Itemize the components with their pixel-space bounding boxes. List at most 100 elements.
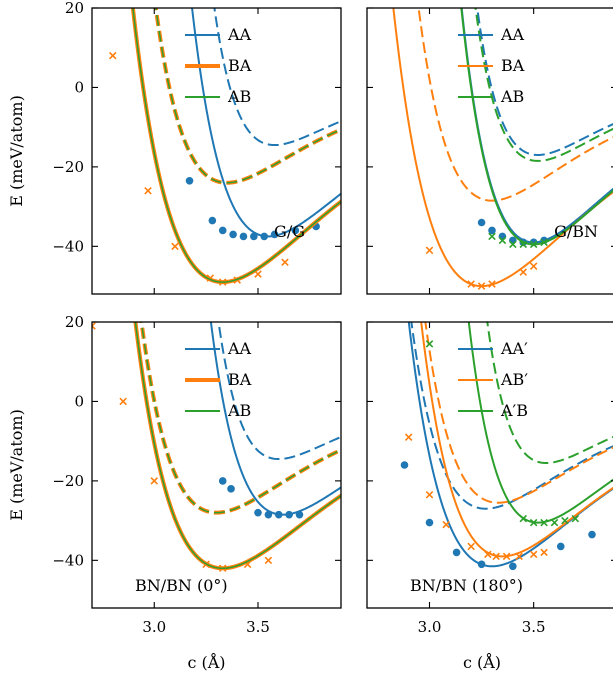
data-point bbox=[270, 230, 279, 239]
data-point bbox=[540, 548, 548, 557]
data-point bbox=[477, 560, 486, 569]
data-point bbox=[254, 508, 262, 517]
data-point bbox=[92, 322, 96, 330]
data-point bbox=[291, 226, 300, 235]
data-point bbox=[108, 51, 117, 60]
panel-3: 3.0 3.5 c (Å) AA′ AB′ A′B BN/BN (180°) bbox=[366, 321, 613, 672]
data-point bbox=[561, 516, 569, 525]
legend-label: AB bbox=[500, 87, 524, 106]
data-point bbox=[477, 282, 486, 290]
axes-frame bbox=[366, 321, 613, 609]
data-point bbox=[509, 240, 517, 249]
plot-area bbox=[392, 8, 613, 290]
data-point bbox=[425, 491, 434, 499]
data-point bbox=[467, 542, 475, 551]
axes-frame bbox=[91, 7, 342, 295]
data-point bbox=[488, 232, 496, 241]
y-tick-label: 0 bbox=[74, 78, 84, 96]
data-point bbox=[281, 258, 289, 266]
data-point bbox=[425, 518, 434, 527]
data-point bbox=[550, 518, 559, 527]
data-point bbox=[540, 238, 548, 247]
legend-label: AA′ bbox=[500, 339, 528, 358]
data-point bbox=[185, 176, 194, 185]
data-point bbox=[295, 510, 304, 519]
series-0-dashed-line bbox=[217, 322, 341, 461]
data-point bbox=[529, 518, 538, 527]
data-point bbox=[477, 218, 486, 227]
series-0-line bbox=[209, 322, 341, 516]
panel-label: G/G bbox=[274, 222, 305, 241]
data-point bbox=[502, 552, 511, 561]
data-point bbox=[571, 514, 580, 523]
data-point bbox=[425, 246, 434, 255]
data-point bbox=[119, 397, 127, 406]
data-point bbox=[492, 552, 500, 561]
series-2-line bbox=[132, 8, 341, 283]
data-point bbox=[264, 556, 273, 565]
legend-label: AB bbox=[227, 87, 251, 106]
axes-frame bbox=[91, 321, 342, 609]
data-point bbox=[208, 216, 217, 225]
data-point bbox=[488, 280, 496, 288]
series-2-dashed-line bbox=[140, 322, 341, 514]
series-1-line bbox=[130, 8, 341, 285]
legend-label: A′B bbox=[500, 401, 528, 420]
data-point bbox=[467, 280, 475, 288]
x-axis-label: c (Å) bbox=[463, 652, 501, 672]
legend-label: AB′ bbox=[500, 370, 528, 389]
data-point bbox=[285, 510, 293, 519]
legend-label: AB bbox=[227, 401, 251, 420]
data-point bbox=[519, 240, 528, 249]
data-point bbox=[519, 514, 528, 523]
series-2-line bbox=[134, 322, 341, 570]
data-point bbox=[519, 268, 528, 276]
data-point bbox=[498, 232, 507, 241]
data-point bbox=[540, 518, 548, 527]
data-point bbox=[150, 477, 159, 485]
data-point bbox=[509, 562, 517, 571]
series-1-dashed-line bbox=[417, 8, 613, 202]
series-2-line bbox=[460, 8, 613, 246]
data-point bbox=[556, 542, 565, 551]
x-tick-label: 3.0 bbox=[142, 618, 166, 636]
data-point bbox=[239, 232, 248, 241]
plot-area bbox=[108, 8, 341, 286]
data-point bbox=[250, 232, 258, 241]
series-0-line bbox=[191, 8, 341, 238]
y-tick-label: −20 bbox=[52, 158, 84, 176]
x-tick-label: 3.5 bbox=[246, 618, 270, 636]
legend-label: BA bbox=[501, 56, 525, 75]
legend-label: AA bbox=[500, 25, 525, 44]
data-point bbox=[529, 262, 538, 270]
series-2-line bbox=[467, 322, 613, 524]
series-0-dashed-line bbox=[410, 322, 613, 510]
data-point bbox=[515, 552, 523, 561]
data-point bbox=[227, 485, 235, 493]
x-tick-label: 3.5 bbox=[522, 618, 546, 636]
series-0-dashed-line bbox=[213, 8, 341, 147]
y-tick-label: −40 bbox=[52, 237, 84, 255]
legend-label: AA bbox=[227, 339, 252, 358]
panel-2: 3.0 3.5 20 0 −20 −40 E (meV/atom) c (Å) AA BA AB BN… bbox=[7, 313, 342, 672]
data-point bbox=[171, 242, 179, 251]
data-point bbox=[442, 520, 450, 529]
axes-frame bbox=[366, 7, 613, 295]
y-tick-label: 20 bbox=[65, 0, 84, 17]
legend-label: AA bbox=[227, 25, 252, 44]
legend-label: BA bbox=[228, 56, 252, 75]
x-tick-label: 3.0 bbox=[418, 618, 442, 636]
y-tick-label: −20 bbox=[52, 472, 84, 490]
y-tick-label: 0 bbox=[74, 392, 84, 410]
x-axis-label: c (Å) bbox=[187, 652, 225, 672]
data-point bbox=[144, 186, 152, 195]
series-0-dashed-line bbox=[476, 8, 613, 156]
data-point bbox=[588, 530, 596, 539]
data-point bbox=[488, 226, 496, 235]
panel-label: BN/BN (180°) bbox=[410, 576, 523, 595]
plot-area bbox=[400, 322, 613, 571]
data-point bbox=[260, 232, 269, 241]
data-point bbox=[452, 548, 461, 557]
series-0-line bbox=[460, 8, 613, 244]
